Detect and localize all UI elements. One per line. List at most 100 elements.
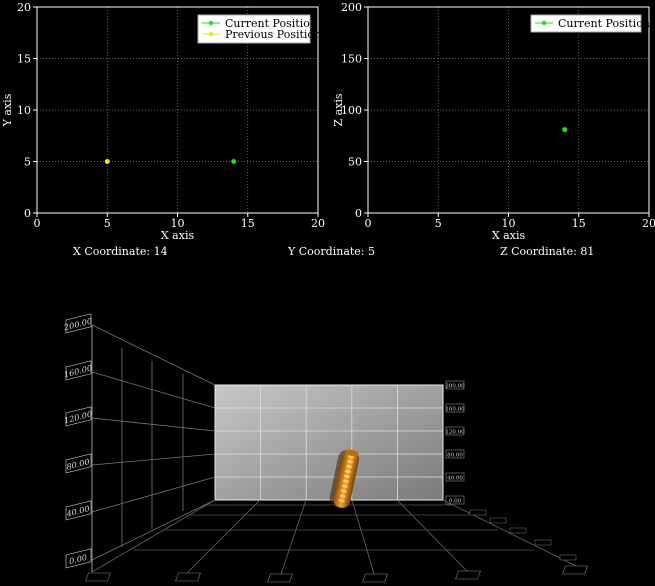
left-tick-group: 40.00 xyxy=(65,500,92,521)
xy-point xyxy=(231,159,237,164)
xy-y-axis-label: Y axis xyxy=(1,93,14,127)
back-wall xyxy=(214,384,444,501)
xz-y-tick-label: 200 xyxy=(341,1,362,14)
floor-tick-group xyxy=(455,570,481,580)
xz-x-axis-label: X axis xyxy=(492,229,526,242)
xy-y-tick-label: 15 xyxy=(17,53,31,66)
left-tick-box xyxy=(65,500,92,521)
left-tick-box xyxy=(65,313,92,334)
xz-x-tick-label: 10 xyxy=(502,217,516,230)
left-tick-box xyxy=(65,453,92,474)
bar-segment xyxy=(344,469,351,474)
xz-y-tick-label: 100 xyxy=(341,104,362,117)
floor-gridline xyxy=(91,499,216,573)
bar-body xyxy=(333,450,360,508)
bar-segment xyxy=(341,484,348,488)
left-wall-gridline xyxy=(91,371,216,409)
back-tick-box xyxy=(445,472,465,482)
floor-tick-box xyxy=(267,573,293,583)
floor-tick-group xyxy=(85,572,111,582)
position-bar xyxy=(329,449,360,508)
xy-x-axis-label: X axis xyxy=(161,229,195,242)
left-wall-gridline xyxy=(91,476,216,513)
bar-top xyxy=(344,449,359,457)
xy-x-tick-label: 15 xyxy=(241,217,255,230)
floor-tick-group xyxy=(562,565,588,575)
left-tick-box xyxy=(65,548,92,569)
xy-x-tick-label: 5 xyxy=(104,217,111,230)
back-tick-label: 40.00 xyxy=(447,476,463,482)
xz-y-tick-label: 0 xyxy=(355,207,362,220)
back-tick-label: 200.00 xyxy=(445,384,465,390)
back-tick-box xyxy=(445,380,465,390)
xy-legend xyxy=(197,14,311,44)
floor-tick-group xyxy=(362,573,388,583)
xy-x-tick-label: 20 xyxy=(311,217,325,230)
xy-legend-label: Current Position xyxy=(225,17,317,30)
floor-tick-box xyxy=(469,509,487,516)
xy-legend-label: Previous Position xyxy=(225,28,321,41)
floor-gridline xyxy=(279,499,307,578)
3d-scene[interactable]: 0.00 40.00 80.00 120.00 160.00 200.00 0.00 40.0… xyxy=(64,313,588,583)
xy-plot-area: 0 5 10 15 20 0 5 10 15 20 X axis Y axis Current Posi… xyxy=(1,1,325,242)
back-tick-label: 0.00 xyxy=(449,499,462,505)
floor-tick-group xyxy=(175,572,201,582)
floor-gridline xyxy=(351,499,376,578)
left-wall-gridline xyxy=(91,499,216,561)
xz-x-tick-label: 20 xyxy=(642,217,655,230)
back-tick-box xyxy=(445,449,465,459)
bar-segment xyxy=(340,489,347,493)
xy-y-tick-label: 10 xyxy=(17,104,31,117)
back-tick-box xyxy=(445,495,465,505)
xz-point xyxy=(562,127,568,133)
floor-gridline xyxy=(184,499,261,576)
back-tick-label: 120.00 xyxy=(445,430,465,436)
floor-tick-box xyxy=(562,565,588,575)
xy-legend-marker xyxy=(208,20,214,26)
bar-segment xyxy=(346,464,352,469)
xz-legend-marker xyxy=(541,20,547,26)
xz-x-tick-label: 0 xyxy=(365,217,372,230)
bar-segment xyxy=(342,479,349,483)
xz-x-tick-label: 15 xyxy=(572,217,586,230)
back-tick-box xyxy=(445,426,465,436)
back-tick-label: 160.00 xyxy=(445,407,465,413)
xy-y-tick-label: 5 xyxy=(24,156,31,169)
bar-segment xyxy=(347,459,353,464)
left-tick-box xyxy=(65,406,92,427)
left-tick-group: 200.00 xyxy=(64,313,92,334)
left-tick-label: 0.00 xyxy=(69,552,87,566)
xz-y-tick-label: 150 xyxy=(341,53,362,66)
bar-segment xyxy=(339,494,346,498)
xz-x-tick-label: 5 xyxy=(435,217,442,230)
left-wall-gridline xyxy=(91,417,216,432)
floor-gridline xyxy=(396,499,471,575)
left-tick-group: 0.00 xyxy=(65,548,92,569)
y-coordinate-label: Y Coordinate: 5 xyxy=(288,245,376,258)
left-tick-group: 80.00 xyxy=(65,453,92,474)
left-wall-gridline xyxy=(91,453,216,466)
xy-point xyxy=(104,159,110,164)
floor-tick-box xyxy=(534,539,552,546)
xy-y-tick-label: 20 xyxy=(17,1,31,14)
xy-y-tick-label: 0 xyxy=(24,207,31,220)
floor-tick-box xyxy=(559,554,577,561)
back-tick-box xyxy=(445,403,465,413)
bar-segment xyxy=(343,474,350,479)
floor-tick-box xyxy=(489,517,507,524)
floor-tick-box xyxy=(509,527,527,534)
floor-tick-box xyxy=(362,573,388,583)
bar-segment xyxy=(338,499,345,503)
xy-legend-marker xyxy=(208,31,214,37)
xz-legend xyxy=(530,14,642,33)
xz-y-axis-label: Z axis xyxy=(332,93,345,126)
xy-x-tick-label: 10 xyxy=(171,217,185,230)
xz-y-tick-label: 50 xyxy=(348,156,362,169)
x-coordinate-label: X Coordinate: 14 xyxy=(73,245,168,258)
back-tick-label: 80.00 xyxy=(447,453,463,459)
left-tick-group: 120.00 xyxy=(64,406,92,427)
floor-tick-box xyxy=(175,572,201,582)
z-coordinate-label: Z Coordinate: 81 xyxy=(500,245,595,258)
floor-tick-box xyxy=(455,570,481,580)
